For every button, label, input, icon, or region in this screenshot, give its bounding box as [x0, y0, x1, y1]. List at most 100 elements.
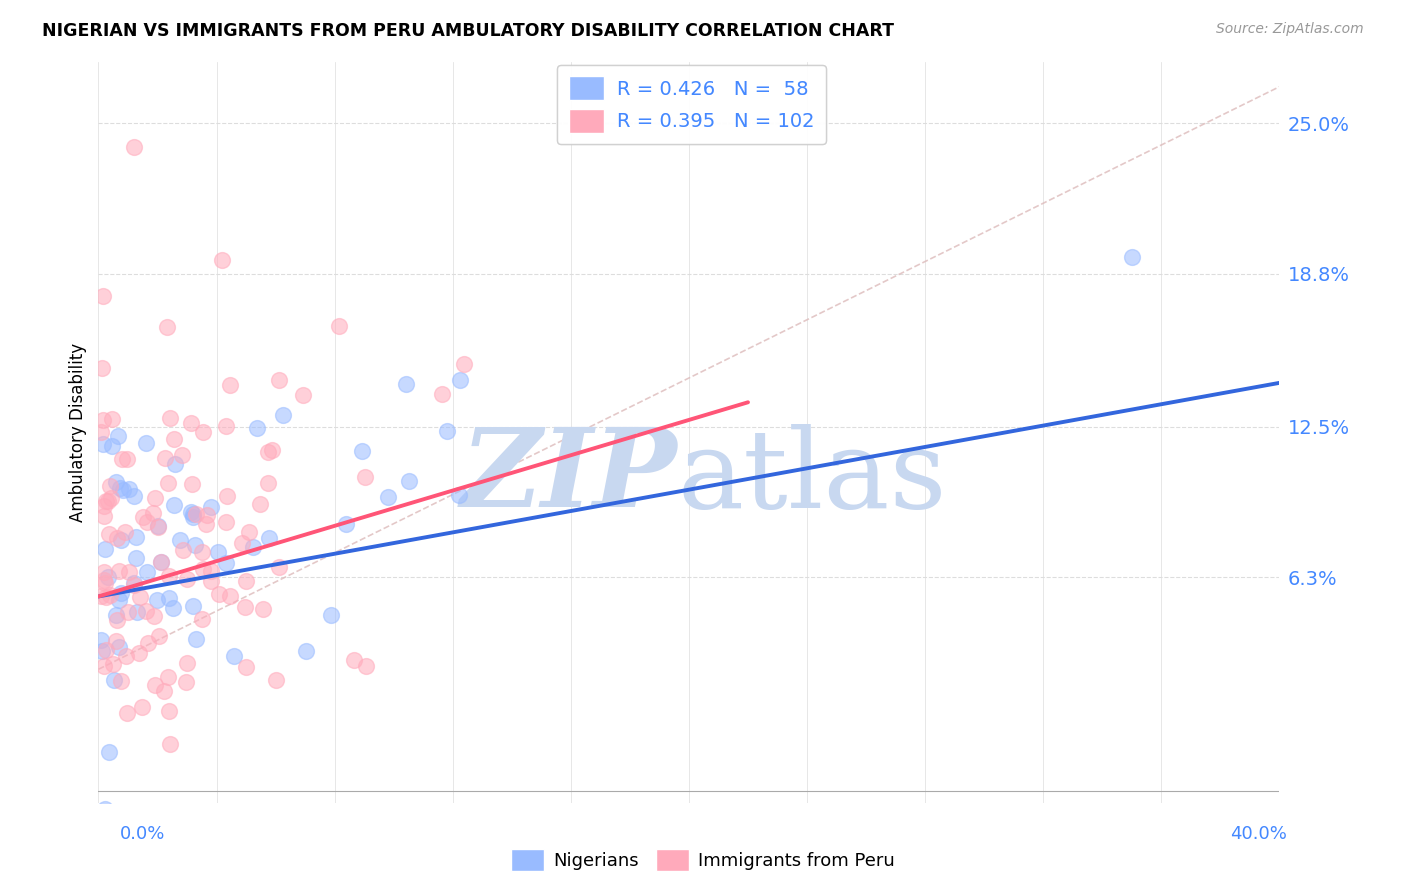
Point [135, 604, 157, 618]
Legend: R = 0.426   N =  58, R = 0.395   N = 102: R = 0.426 N = 58, R = 0.395 N = 102 [557, 65, 827, 145]
Point [194, 517, 217, 532]
Point [138, 636, 160, 650]
Point [215, 490, 238, 504]
Point [155, 320, 177, 334]
Point [436, 424, 458, 438]
Text: ZIP: ZIP [461, 424, 678, 531]
Point [176, 572, 198, 586]
Point [91, 412, 114, 426]
Point [183, 507, 205, 521]
Point [1121, 250, 1143, 264]
Point [136, 516, 159, 530]
Point [90, 425, 112, 439]
Text: NIGERIAN VS IMMIGRANTS FROM PERU AMBULATORY DISABILITY CORRELATION CHART: NIGERIAN VS IMMIGRANTS FROM PERU AMBULAT… [42, 22, 894, 40]
Point [105, 634, 128, 648]
Point [190, 612, 212, 626]
Point [157, 704, 180, 718]
Point [103, 673, 125, 688]
Point [98, 479, 121, 493]
Point [91, 644, 114, 658]
Point [157, 591, 180, 606]
Point [398, 474, 420, 488]
Point [131, 700, 153, 714]
Point [118, 565, 141, 579]
Point [93, 565, 115, 579]
Point [193, 425, 215, 440]
Point [257, 476, 280, 491]
Point [224, 648, 246, 663]
Point [271, 409, 294, 423]
Point [148, 520, 170, 534]
Point [148, 518, 170, 533]
Point [118, 482, 141, 496]
Point [111, 452, 134, 467]
Point [128, 646, 150, 660]
Point [186, 632, 208, 646]
Point [93, 659, 115, 673]
Point [101, 657, 124, 671]
Point [266, 673, 288, 687]
Point [110, 533, 132, 548]
Point [132, 509, 155, 524]
Text: Source: ZipAtlas.com: Source: ZipAtlas.com [1216, 22, 1364, 37]
Point [176, 657, 198, 671]
Point [104, 607, 127, 622]
Point [269, 373, 291, 387]
Point [98, 745, 121, 759]
Point [292, 388, 315, 402]
Point [163, 499, 186, 513]
Point [101, 439, 124, 453]
Point [135, 565, 157, 579]
Point [180, 476, 202, 491]
Point [142, 506, 165, 520]
Point [172, 543, 194, 558]
Point [215, 515, 238, 529]
Point [93, 573, 115, 587]
Y-axis label: Ambulatory Disability: Ambulatory Disability [69, 343, 87, 522]
Point [169, 533, 191, 547]
Point [162, 600, 184, 615]
Point [180, 505, 202, 519]
Point [249, 497, 271, 511]
Text: 40.0%: 40.0% [1230, 825, 1286, 843]
Point [148, 629, 170, 643]
Point [335, 517, 357, 532]
Point [342, 652, 364, 666]
Point [238, 525, 260, 540]
Point [269, 560, 291, 574]
Point [295, 644, 318, 658]
Point [143, 678, 166, 692]
Point [153, 451, 176, 466]
Point [207, 545, 229, 559]
Point [235, 574, 257, 588]
Point [122, 576, 145, 591]
Text: 0.0%: 0.0% [120, 825, 165, 843]
Point [94, 575, 117, 590]
Point [200, 500, 222, 514]
Point [146, 592, 169, 607]
Point [214, 557, 236, 571]
Text: atlas: atlas [678, 424, 946, 531]
Point [211, 252, 233, 267]
Point [181, 599, 204, 614]
Point [90, 632, 112, 647]
Point [219, 377, 242, 392]
Point [115, 648, 138, 663]
Point [165, 458, 187, 472]
Point [122, 489, 145, 503]
Point [110, 586, 132, 600]
Point [214, 419, 236, 434]
Point [100, 491, 122, 506]
Point [235, 659, 257, 673]
Point [122, 140, 145, 154]
Point [93, 509, 115, 524]
Legend: Nigerians, Immigrants from Peru: Nigerians, Immigrants from Peru [503, 842, 903, 879]
Point [135, 436, 157, 450]
Point [105, 531, 128, 545]
Point [90, 589, 112, 603]
Point [108, 640, 131, 654]
Point [354, 659, 377, 673]
Point [125, 551, 148, 566]
Point [260, 442, 283, 457]
Point [231, 535, 253, 549]
